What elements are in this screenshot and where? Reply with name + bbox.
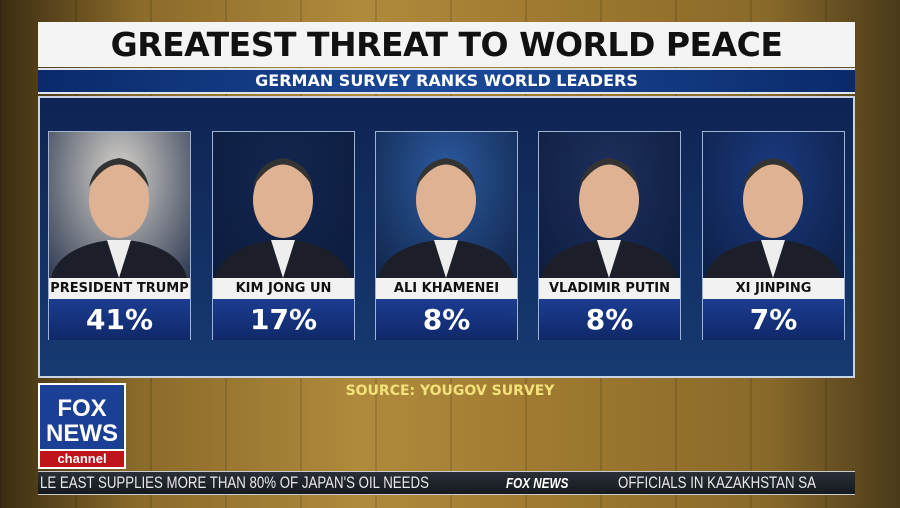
leader-photo (49, 132, 190, 278)
fox-news-channel-logo: FOX NEWS channel (38, 383, 126, 469)
source-note: SOURCE: YOUGOV SURVEY (345, 383, 555, 399)
leader-card: ALI KHAMENEI 8% (375, 131, 518, 340)
leader-photo (213, 132, 354, 278)
leader-photo (703, 132, 844, 278)
leader-card: KIM JONG UN 17% (212, 131, 355, 340)
graphic-title: GREATEST THREAT TO WORLD PEACE (38, 22, 855, 67)
ticker-headline: LE EAST SUPPLIES MORE THAN 80% OF JAPAN'… (40, 473, 429, 492)
graphic-subtitle: GERMAN SURVEY RANKS WORLD LEADERS (38, 68, 855, 94)
survey-graphic: GREATEST THREAT TO WORLD PEACE GERMAN SU… (38, 22, 855, 378)
leader-percent: 7% (703, 299, 844, 340)
leader-percent: 17% (213, 299, 354, 340)
leader-photo (376, 132, 517, 278)
ticker-brand-logo: FOX NEWS (506, 475, 569, 492)
news-ticker: LE EAST SUPPLIES MORE THAN 80% OF JAPAN'… (38, 471, 855, 495)
leader-name: XI JINPING (703, 278, 844, 299)
leader-percent: 41% (49, 299, 190, 340)
leader-photo (539, 132, 680, 278)
leader-card: VLADIMIR PUTIN 8% (538, 131, 681, 340)
leaders-panel: PRESIDENT TRUMP 41% KIM JONG UN 17% ALI … (38, 96, 855, 378)
leader-name: PRESIDENT TRUMP (49, 278, 190, 299)
leader-name: ALI KHAMENEI (376, 278, 517, 299)
leader-name: VLADIMIR PUTIN (539, 278, 680, 299)
ticker-headline: OFFICIALS IN KAZAKHSTAN SA (618, 473, 816, 492)
leader-percent: 8% (539, 299, 680, 340)
leader-name: KIM JONG UN (213, 278, 354, 299)
leader-card: XI JINPING 7% (702, 131, 845, 340)
leader-card: PRESIDENT TRUMP 41% (48, 131, 191, 340)
leader-percent: 8% (376, 299, 517, 340)
